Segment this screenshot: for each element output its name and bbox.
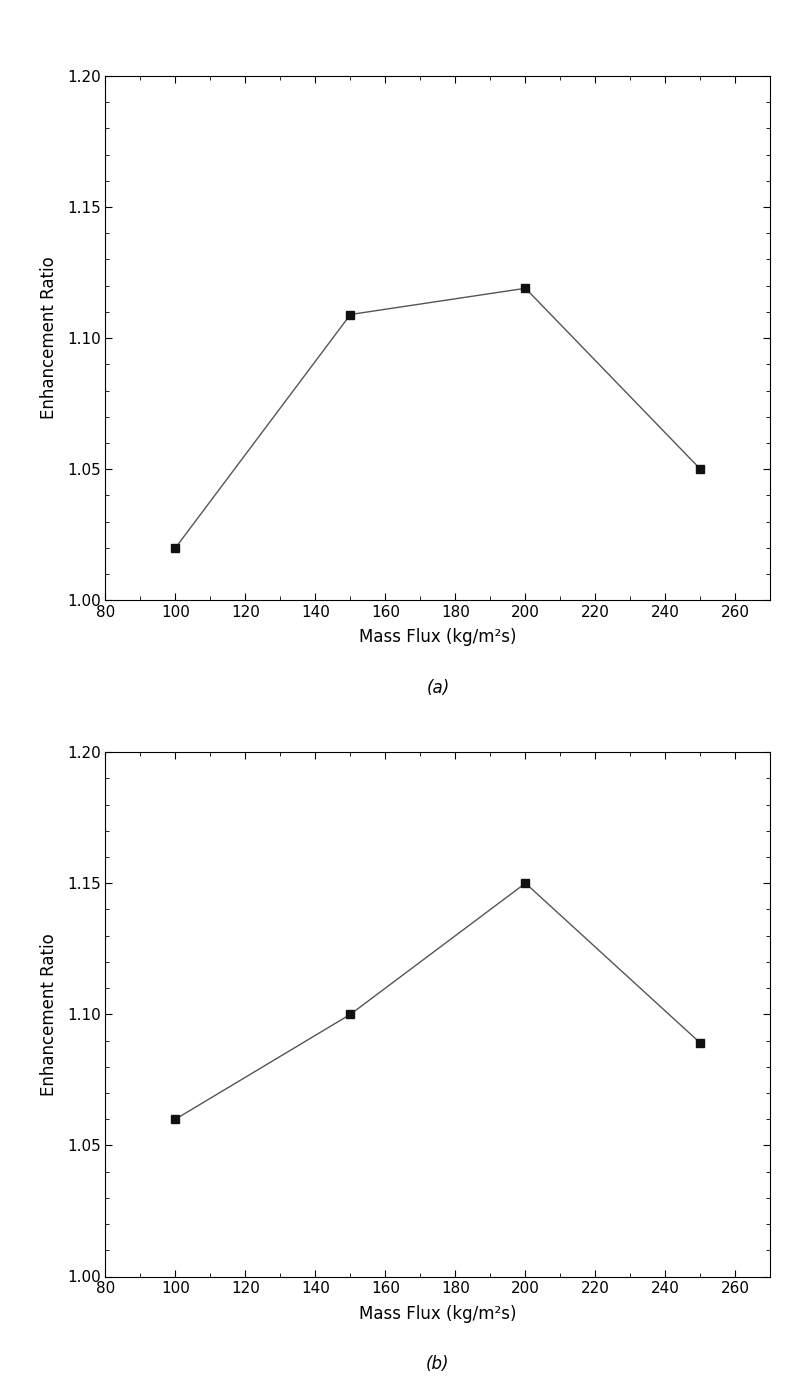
Y-axis label: Enhancement Ratio: Enhancement Ratio [41, 933, 58, 1096]
Text: (b): (b) [427, 1355, 449, 1373]
Y-axis label: Enhancement Ratio: Enhancement Ratio [41, 257, 58, 420]
X-axis label: Mass Flux (kg/m²s): Mass Flux (kg/m²s) [359, 628, 517, 646]
X-axis label: Mass Flux (kg/m²s): Mass Flux (kg/m²s) [359, 1304, 517, 1322]
Text: (a): (a) [427, 679, 449, 697]
